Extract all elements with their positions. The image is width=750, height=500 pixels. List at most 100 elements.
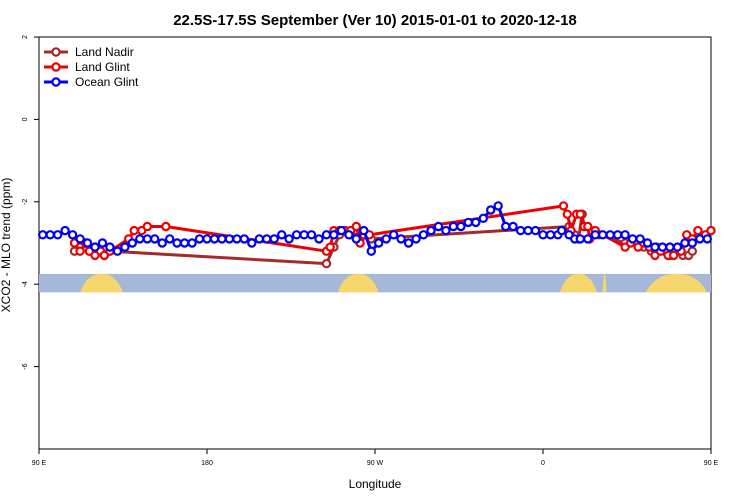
land-mask (337, 273, 379, 293)
data-point (351, 234, 361, 244)
data-point (321, 258, 332, 269)
data-point (284, 234, 294, 244)
y-axis: 2 0 -2 -4 -6 (22, 35, 39, 370)
data-point (695, 234, 705, 244)
x-axis: 90 E 180 90 W 0 90 E (32, 449, 719, 467)
data-point (627, 234, 638, 244)
data-point (635, 234, 645, 244)
y-axis-label: XCO2 - MLO trend (ppm) (0, 178, 13, 313)
legend-item-land-glint: Land Glint (44, 60, 130, 74)
data-point (217, 234, 227, 244)
data-point (702, 234, 713, 244)
data-point (530, 225, 541, 236)
data-point (224, 234, 235, 244)
legend-label: Land Glint (75, 60, 130, 74)
data-point (194, 234, 205, 244)
data-point (247, 238, 257, 248)
data-point (501, 221, 511, 232)
y-tick-label: -6 (22, 363, 29, 369)
series-ocean-glint (38, 201, 713, 256)
ocean-mask (39, 273, 711, 293)
data-point (172, 238, 182, 248)
data-point (314, 234, 324, 244)
data-point (157, 238, 167, 248)
data-point (680, 238, 690, 248)
legend-item-ocean-glint: Ocean Glint (44, 75, 139, 89)
data-point (269, 234, 279, 244)
chart-title: 22.5S-17.5S September (Ver 10) 2015-01-0… (173, 12, 577, 29)
data-point (67, 230, 78, 240)
land-mask (602, 273, 607, 293)
data-point (232, 234, 242, 244)
legend-label: Land Nadir (75, 45, 134, 59)
data-point (127, 238, 137, 248)
data-point (598, 230, 608, 240)
x-tick-label: 180 (201, 460, 213, 467)
data-point (239, 234, 249, 244)
data-point (142, 221, 152, 232)
data-point (306, 230, 317, 240)
data-point (418, 230, 429, 240)
data-point (558, 201, 569, 211)
data-point (411, 234, 421, 244)
data-point (403, 238, 414, 248)
data-point (523, 225, 533, 236)
surface-mask-strip (39, 273, 711, 293)
data-point (209, 234, 220, 244)
data-point (374, 238, 384, 248)
data-point (142, 234, 152, 244)
data-point (657, 242, 668, 252)
data-point (38, 230, 48, 240)
data-point (135, 234, 145, 244)
data-point (486, 205, 496, 215)
data-point (545, 230, 556, 240)
data-point (325, 242, 335, 252)
data-point (359, 225, 369, 236)
x-tick-label: 0 (541, 460, 545, 467)
data-point (515, 225, 526, 236)
data-point (448, 221, 459, 232)
x-tick-label: 90 E (704, 460, 719, 467)
data-point (90, 242, 100, 252)
y-tick-label: -4 (22, 281, 29, 287)
data-point (575, 209, 586, 219)
data-point (202, 234, 212, 244)
data-point (97, 238, 108, 248)
data-point (120, 242, 130, 252)
data-point (75, 246, 85, 256)
data-point (471, 217, 481, 228)
data-point (344, 230, 354, 240)
data-point (254, 234, 264, 244)
data-point (538, 230, 548, 240)
data-point (336, 225, 347, 236)
data-point (161, 221, 171, 232)
y-tick-label: -2 (22, 199, 29, 205)
data-point (456, 221, 466, 232)
data-point (329, 230, 339, 240)
data-point (478, 213, 488, 223)
data-point (605, 230, 615, 240)
data-point (396, 234, 406, 244)
data-point (463, 217, 473, 228)
data-point (665, 242, 675, 252)
data-point (613, 230, 623, 240)
data-point (620, 230, 630, 240)
data-point (693, 225, 703, 236)
data-point (583, 221, 593, 232)
data-point (366, 246, 376, 256)
y-tick-label: 2 (22, 35, 29, 39)
data-point (129, 225, 139, 236)
data-point (53, 230, 63, 240)
data-point (105, 242, 115, 252)
data-point (291, 230, 302, 240)
data-point (179, 238, 190, 248)
data-point (687, 246, 698, 256)
data-point (562, 209, 573, 219)
x-tick-label: 90 W (367, 460, 384, 467)
data-point (590, 230, 601, 240)
data-point (60, 225, 70, 236)
x-axis-label: Longitude (349, 477, 402, 491)
data-point (389, 230, 399, 240)
